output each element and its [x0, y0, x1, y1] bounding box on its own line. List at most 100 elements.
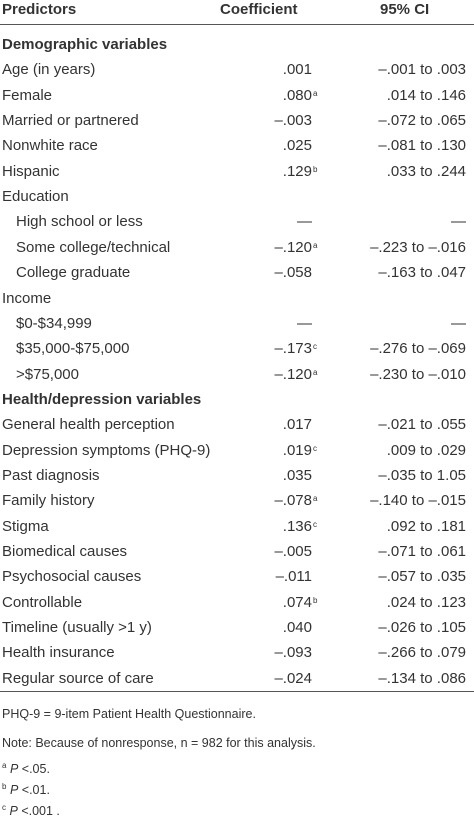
ci: –.140 to –.015 [370, 492, 466, 510]
row-label: $0-$34,999 [16, 314, 92, 332]
superscript: a [313, 494, 318, 504]
ci: –.001 to .003 [378, 61, 466, 79]
table-bottom-rule [0, 691, 474, 692]
ci: .033 to .244 [386, 162, 466, 180]
coefficient: –.024 [274, 670, 312, 688]
coefficient: .129 [283, 163, 312, 181]
footnote: b P <.01. [2, 781, 50, 799]
coefficient: –.058 [274, 264, 312, 282]
row-label: Timeline (usually >1 y) [2, 619, 152, 637]
row-label: Income [2, 289, 52, 307]
footnote-mark: a [2, 760, 7, 770]
row-label: High school or less [16, 213, 143, 231]
row-label: Health insurance [2, 644, 115, 662]
superscript: a [313, 367, 318, 377]
ci: .009 to .029 [386, 441, 466, 459]
coefficient-value: .040 [282, 619, 312, 637]
section-title: Health/depression variables [2, 390, 202, 408]
row-label: Past diagnosis [2, 466, 100, 484]
footnote: c P <.001 . [2, 802, 60, 820]
coefficient: –.120 [274, 239, 312, 257]
superscript: a [313, 88, 318, 98]
ci: –.266 to .079 [378, 644, 466, 662]
ci: –.276 to –.069 [370, 340, 466, 358]
ci: –.081 to .130 [378, 137, 466, 155]
ci: –.134 to .086 [378, 669, 466, 687]
coefficient: .035 [283, 467, 312, 485]
coefficient-value: .019 [282, 441, 312, 459]
footnote-mark: b [2, 781, 7, 791]
superscript: a [313, 240, 318, 250]
row-label: Nonwhite race [2, 137, 98, 155]
coefficient-value: –.005 [274, 543, 312, 560]
row-label: Female [2, 86, 53, 104]
ci: — [451, 314, 466, 332]
row-label: College graduate [16, 264, 131, 282]
footnote-symbol: P [9, 804, 18, 818]
coefficient: –.078 [274, 492, 312, 510]
section-title: Demographic variables [2, 36, 168, 53]
coefficient-value: .025 [282, 137, 312, 155]
coefficient: .136 [283, 518, 312, 536]
row-label: Hispanic [2, 162, 60, 180]
coefficient: –.120 [274, 366, 312, 384]
row-label: Biomedical causes [2, 543, 128, 560]
coefficient-value: .080 [282, 86, 312, 104]
column-header: Predictors [2, 1, 77, 18]
coefficient: –.173 [274, 340, 312, 358]
ci: –.035 to 1.05 [378, 466, 466, 484]
footnote-symbol: P [9, 783, 19, 797]
coefficient: –.093 [274, 644, 312, 662]
coefficient-value: –.078 [274, 492, 312, 510]
footnote-text: <.05. [21, 762, 50, 776]
coefficient-value: — [297, 213, 312, 231]
ci: .024 to .123 [386, 593, 466, 611]
row-label: Some college/technical [16, 238, 171, 256]
coefficient: –.003 [274, 112, 312, 130]
coefficient-value: –.120 [274, 238, 312, 256]
footnote: a P <.05. [2, 760, 50, 778]
superscript: c [313, 519, 317, 529]
note: PHQ-9 = 9-item Patient Health Questionna… [2, 707, 256, 721]
footnote-symbol: P [9, 762, 19, 776]
row-label: >$75,000 [16, 365, 79, 383]
footnote-mark: c [2, 802, 6, 812]
row-label: Psychosocial causes [2, 568, 142, 586]
ci: –.021 to .055 [378, 416, 466, 434]
ci: .014 to .146 [386, 86, 466, 104]
coefficient: –.011 [276, 568, 312, 586]
row-label: Education [2, 188, 69, 206]
ci: — [451, 213, 466, 231]
row-label: $35,000-$75,000 [16, 340, 130, 358]
header-rule [0, 24, 474, 25]
superscript: b [313, 595, 318, 605]
coefficient-value: –.120 [274, 365, 312, 383]
ci: –.230 to –.010 [370, 365, 466, 383]
row-label: Age (in years) [2, 61, 96, 79]
ci: –.057 to .035 [378, 568, 466, 586]
note: Note: Because of nonresponse, n = 982 fo… [2, 736, 316, 750]
footnote-text: <.01. [21, 783, 50, 797]
coefficient-value: –.173 [274, 340, 312, 358]
coefficient: –.005 [274, 543, 312, 561]
coefficient: .025 [283, 137, 312, 155]
row-label: Regular source of care [2, 669, 154, 687]
row-label: Stigma [2, 517, 49, 535]
coefficient: .017 [283, 416, 312, 434]
coefficient: .074 [283, 594, 312, 612]
coefficient-value: .017 [282, 416, 312, 434]
footnote-text: <.001 . [21, 804, 60, 818]
coefficient-value: –.024 [274, 669, 312, 687]
coefficient-value: –.003 [274, 112, 312, 130]
ci: –.163 to .047 [378, 264, 466, 282]
coefficient: .019 [283, 442, 312, 460]
superscript: b [313, 164, 318, 174]
row-label: General health perception [2, 416, 175, 434]
coefficient: — [297, 213, 312, 231]
ci: –.071 to .061 [378, 543, 466, 560]
row-label: Married or partnered [2, 112, 139, 130]
coefficient-value: –.058 [274, 264, 312, 282]
coefficient: .080 [283, 87, 312, 105]
ci: –.026 to .105 [378, 619, 466, 637]
coefficient-value: –.011 [275, 568, 312, 586]
